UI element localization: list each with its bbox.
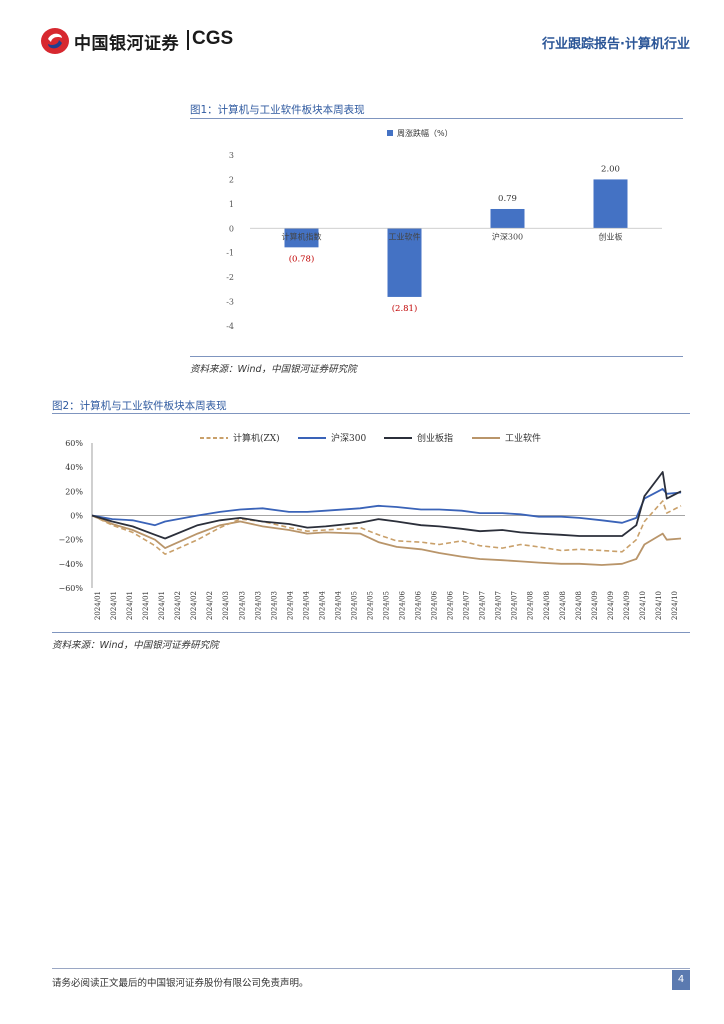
figure1-title: 图1：计算机与工业软件板块本周表现 (190, 104, 365, 116)
y-tick-label: −40% (59, 560, 84, 569)
bar-value-label: (2.81) (392, 303, 418, 314)
x-tick-label: 2024/03 (222, 591, 230, 620)
legend-label: 计算机(ZX) (233, 432, 280, 444)
x-tick-label: 2024/07 (511, 591, 519, 620)
x-tick-label: 2024/08 (575, 591, 583, 620)
series-line-2 (91, 471, 682, 540)
brand-name-cn: 中国银河证券 (74, 34, 179, 54)
x-tick-label: 2024/03 (238, 591, 246, 620)
x-tick-label: 2024/06 (431, 590, 439, 620)
category-label: 创业板 (599, 231, 623, 241)
x-tick-label: 2024/05 (383, 591, 391, 620)
category-label: 计算机指数 (282, 231, 322, 241)
figure1-source: 资料来源：Wind，中国银河证券研究院 (190, 364, 357, 375)
x-tick-label: 2024/07 (479, 591, 487, 620)
x-tick-label: 2024/04 (334, 590, 342, 620)
y-tick-label: 0 (229, 224, 234, 233)
bar-1 (387, 228, 422, 297)
x-tick-label: 2024/01 (94, 591, 102, 620)
legend-label: 工业软件 (505, 432, 541, 444)
category-label: 沪深300 (492, 231, 523, 241)
y-tick-label: -4 (226, 322, 234, 331)
series-line-3 (91, 514, 682, 566)
bar-3 (593, 179, 628, 229)
x-tick-label: 2024/08 (527, 591, 535, 620)
x-tick-label: 2024/09 (607, 591, 615, 620)
x-tick-label: 2024/02 (174, 591, 182, 620)
figure1-bottom-rule (190, 356, 683, 357)
y-tick-label: 2 (229, 175, 234, 184)
figure2-source: 资料来源：Wind，中国银河证券研究院 (52, 640, 219, 651)
x-tick-label: 2024/10 (671, 591, 679, 620)
bar-2 (490, 208, 525, 229)
series-line-1 (91, 488, 682, 527)
figure2-title: 图2：计算机与工业软件板块本周表现 (52, 400, 227, 412)
bar-value-label: 0.79 (498, 194, 517, 204)
footer-disclaimer: 请务必阅读正文最后的中国银河证券股份有限公司免责声明。 (52, 978, 309, 989)
x-tick-label: 2024/02 (206, 591, 214, 620)
legend-label: 创业板指 (417, 432, 453, 444)
y-tick-label: −20% (59, 536, 84, 545)
x-tick-label: 2024/03 (254, 591, 262, 620)
y-tick-label: 0% (70, 512, 83, 521)
y-tick-label: −60% (59, 584, 84, 593)
x-tick-label: 2024/05 (350, 591, 358, 620)
x-tick-label: 2024/09 (623, 591, 631, 620)
footer-rule (52, 968, 690, 969)
x-tick-label: 2024/10 (655, 591, 663, 620)
bar-value-label: (0.78) (289, 253, 315, 264)
y-tick-label: -3 (226, 298, 234, 307)
x-tick-label: 2024/08 (559, 591, 567, 620)
figure2-line-chart: 60% 40% 20% 0% −20% −40% −60% 2024/01 2024/01 202… (59, 432, 685, 620)
x-tick-label: 2024/04 (302, 590, 310, 620)
series-line-0 (91, 500, 682, 555)
y-tick-label: 3 (229, 151, 234, 160)
y-tick-label: 20% (65, 487, 83, 496)
x-tick-label: 2024/04 (286, 590, 294, 620)
x-tick-label: 2024/01 (110, 591, 118, 620)
y-tick-label: -1 (226, 249, 234, 258)
brand-logo-icon (41, 28, 69, 54)
bar-0 (284, 228, 319, 248)
category-label: 工业软件 (389, 231, 421, 241)
x-tick-label: 2024/10 (639, 591, 647, 620)
x-tick-label: 2024/07 (463, 591, 471, 620)
figure2-bottom-rule (52, 632, 690, 633)
x-tick-label: 2024/03 (270, 591, 278, 620)
brand-name-en: CGS (192, 28, 234, 49)
x-tick-label: 2024/06 (399, 590, 407, 620)
x-tick-label: 2024/09 (591, 591, 599, 620)
x-tick-label: 2024/02 (190, 591, 198, 620)
brand-logo: 中国银河证券 CGS (40, 26, 240, 56)
x-tick-label: 2024/06 (447, 590, 455, 620)
figure1-top-rule (190, 118, 683, 119)
x-tick-label: 2024/04 (318, 590, 326, 620)
y-tick-label: 1 (229, 200, 234, 209)
bar-value-label: 2.00 (601, 164, 620, 174)
x-tick-label: 2024/01 (158, 591, 166, 620)
figure2-top-rule (52, 413, 690, 414)
x-tick-label: 2024/08 (543, 591, 551, 620)
legend-label: 沪深300 (331, 432, 366, 444)
y-tick-label: 60% (65, 439, 83, 448)
x-tick-label: 2024/07 (495, 591, 503, 620)
brand-divider (187, 30, 189, 50)
legend-swatch-weekly-change (387, 130, 393, 136)
report-tag: 行业跟踪报告·计算机行业 (542, 37, 690, 52)
x-tick-label: 2024/05 (366, 591, 374, 620)
x-tick-label: 2024/01 (142, 591, 150, 620)
legend-label-weekly-change: 周涨跌幅（%） (397, 128, 453, 138)
y-tick-label: 40% (65, 463, 83, 472)
page-number: 4 (672, 970, 690, 990)
figure1-bar-chart: 周涨跌幅（%） 3 2 1 0 -1 -2 -3 -4 (0.78) (2.81) 0.79 2.00 计… (226, 128, 662, 331)
x-tick-label: 2024/01 (126, 591, 134, 620)
y-tick-label: -2 (226, 273, 234, 282)
x-tick-label: 2024/06 (415, 590, 423, 620)
